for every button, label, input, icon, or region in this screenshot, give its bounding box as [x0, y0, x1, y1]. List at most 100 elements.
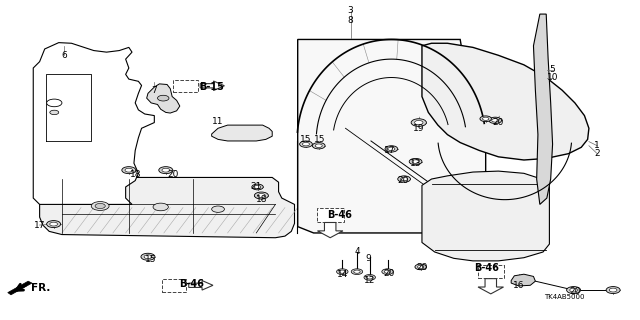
Circle shape — [316, 144, 322, 148]
Text: 2: 2 — [595, 149, 600, 158]
Polygon shape — [189, 281, 213, 290]
Text: 13: 13 — [410, 159, 421, 168]
Circle shape — [570, 288, 577, 292]
Circle shape — [144, 255, 152, 259]
Circle shape — [388, 147, 395, 151]
Circle shape — [333, 216, 338, 219]
Text: 5: 5 — [550, 65, 556, 74]
Text: 1: 1 — [595, 141, 600, 150]
Circle shape — [401, 177, 408, 181]
Text: 11: 11 — [212, 117, 224, 126]
Circle shape — [254, 192, 268, 199]
Circle shape — [364, 275, 376, 280]
Polygon shape — [147, 84, 180, 113]
Circle shape — [312, 142, 325, 149]
Text: 12: 12 — [364, 276, 376, 285]
Circle shape — [303, 142, 310, 146]
Circle shape — [153, 203, 168, 211]
Circle shape — [367, 276, 373, 279]
Circle shape — [171, 284, 177, 287]
Text: 7: 7 — [152, 86, 157, 95]
Circle shape — [162, 168, 170, 172]
Polygon shape — [534, 14, 552, 204]
Circle shape — [320, 215, 330, 220]
Polygon shape — [478, 279, 504, 294]
Text: 3: 3 — [348, 6, 353, 15]
Circle shape — [354, 270, 360, 273]
Text: 21: 21 — [251, 182, 262, 191]
Circle shape — [330, 215, 340, 220]
Circle shape — [492, 119, 499, 122]
Circle shape — [412, 160, 419, 163]
Text: 15: 15 — [145, 255, 157, 264]
Text: B-15: B-15 — [199, 82, 224, 92]
Polygon shape — [200, 81, 225, 91]
Circle shape — [300, 141, 312, 147]
Circle shape — [157, 95, 169, 101]
Text: B-46: B-46 — [179, 279, 204, 289]
Circle shape — [141, 253, 155, 260]
Bar — [173, 80, 198, 92]
Text: 6: 6 — [61, 51, 67, 60]
Circle shape — [212, 206, 225, 212]
Circle shape — [415, 120, 423, 125]
Circle shape — [254, 185, 260, 188]
Circle shape — [484, 268, 497, 275]
Circle shape — [566, 287, 580, 293]
Circle shape — [489, 117, 502, 124]
Circle shape — [179, 83, 192, 89]
Circle shape — [95, 204, 105, 209]
Circle shape — [257, 194, 265, 197]
Circle shape — [606, 287, 620, 293]
Polygon shape — [422, 171, 549, 261]
Text: FR.: FR. — [31, 283, 51, 293]
Circle shape — [415, 264, 426, 270]
Text: 15: 15 — [300, 135, 312, 144]
Text: 18: 18 — [129, 170, 141, 179]
Polygon shape — [40, 178, 294, 238]
Text: 17: 17 — [34, 220, 45, 229]
Text: 20: 20 — [397, 176, 408, 185]
Text: 4: 4 — [354, 247, 360, 257]
Text: B-46: B-46 — [326, 210, 351, 220]
Text: 20: 20 — [569, 287, 580, 296]
Text: 15: 15 — [314, 135, 326, 144]
Bar — [478, 265, 504, 278]
Polygon shape — [422, 43, 589, 160]
Circle shape — [609, 288, 617, 292]
Circle shape — [47, 99, 62, 107]
Text: 14: 14 — [337, 270, 348, 279]
Polygon shape — [298, 39, 486, 233]
Polygon shape — [33, 43, 154, 204]
Circle shape — [182, 84, 189, 87]
Circle shape — [417, 265, 424, 268]
Circle shape — [411, 119, 426, 126]
Text: 16: 16 — [513, 281, 525, 290]
Circle shape — [487, 270, 494, 273]
Circle shape — [382, 269, 394, 275]
Circle shape — [122, 167, 136, 174]
Circle shape — [480, 116, 492, 122]
Text: 20: 20 — [493, 118, 504, 127]
Circle shape — [385, 270, 391, 273]
Circle shape — [483, 117, 489, 120]
Circle shape — [50, 222, 58, 226]
Circle shape — [351, 269, 363, 275]
Text: TK4AB5000: TK4AB5000 — [544, 294, 584, 300]
Polygon shape — [8, 281, 32, 295]
Polygon shape — [511, 274, 536, 286]
Text: 20: 20 — [416, 263, 428, 272]
Circle shape — [125, 168, 132, 172]
Circle shape — [337, 269, 348, 275]
Circle shape — [92, 202, 109, 211]
Polygon shape — [317, 222, 343, 238]
Circle shape — [323, 216, 328, 219]
Circle shape — [47, 220, 61, 228]
Circle shape — [385, 146, 397, 152]
Text: 18: 18 — [255, 195, 267, 204]
Text: 17: 17 — [385, 146, 396, 155]
Text: 20: 20 — [168, 170, 179, 179]
Circle shape — [397, 176, 410, 182]
Bar — [317, 208, 344, 222]
Text: 20: 20 — [383, 269, 394, 278]
